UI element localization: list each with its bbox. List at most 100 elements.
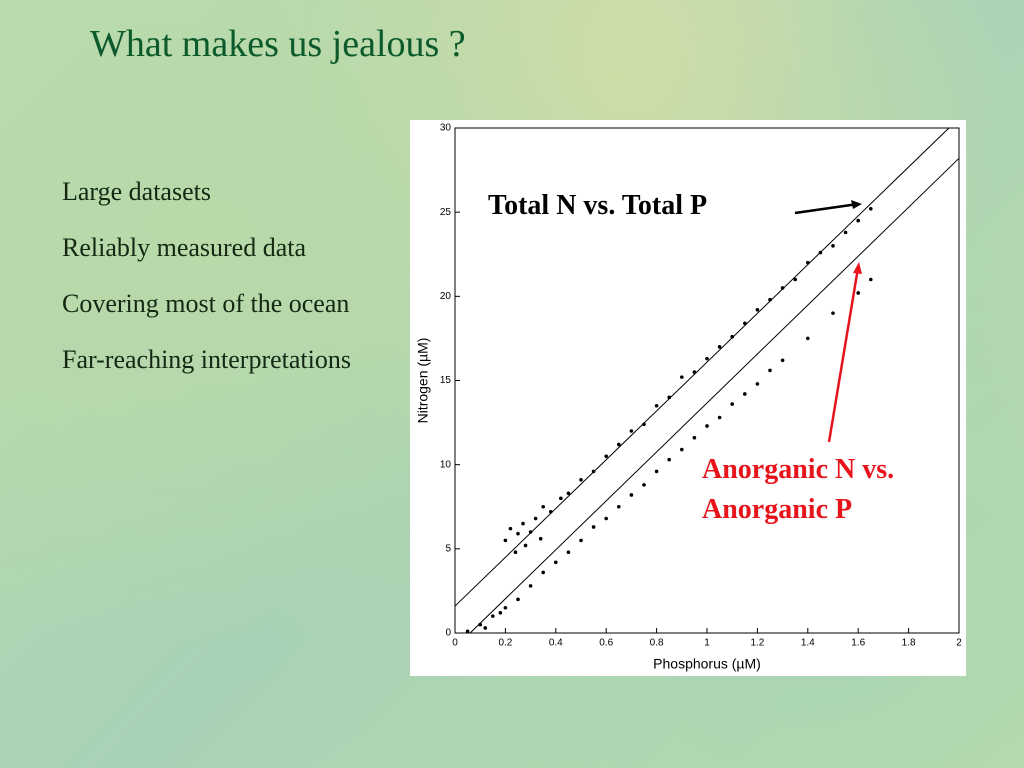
x-tick-label: 0.4 <box>549 638 563 649</box>
data-point <box>591 525 596 529</box>
data-point <box>780 358 785 363</box>
data-point <box>705 424 709 428</box>
data-point <box>717 345 722 349</box>
annotation: Total N vs. Total P <box>488 190 708 221</box>
data-point <box>503 605 508 610</box>
x-tick-label: 2 <box>956 638 962 649</box>
y-axis-label: Nitrogen (µM) <box>415 338 431 424</box>
data-point <box>743 321 747 326</box>
y-tick-label: 20 <box>440 291 452 302</box>
fit-line <box>454 127 950 607</box>
data-point <box>604 516 608 521</box>
y-tick-label: 30 <box>440 123 452 134</box>
x-tick-label: 1.4 <box>801 638 815 649</box>
bullet-list: Large datasets Reliably measured data Cove… <box>62 172 392 396</box>
data-point <box>541 504 545 509</box>
data-point <box>617 442 621 447</box>
data-point <box>566 491 571 496</box>
slide-title: What makes us jealous ? <box>90 23 466 65</box>
data-point <box>503 538 508 543</box>
x-tick-label: 1 <box>704 638 710 649</box>
data-point <box>591 469 596 474</box>
annotation: Anorganic N vs. Anorganic P <box>702 454 895 525</box>
y-tick-label: 0 <box>445 628 451 639</box>
data-point <box>566 550 571 554</box>
data-point <box>528 530 533 534</box>
data-point <box>667 457 671 462</box>
y-tick-label: 15 <box>440 375 452 386</box>
data-point <box>869 277 873 282</box>
data-point <box>705 356 709 361</box>
data-point <box>579 478 583 482</box>
data-point <box>642 483 646 487</box>
data-point <box>806 260 810 265</box>
data-point <box>523 543 528 548</box>
arrow-head <box>851 200 862 209</box>
data-point <box>541 570 545 575</box>
x-tick-label: 0.2 <box>498 638 512 649</box>
data-point <box>559 496 563 501</box>
data-point <box>617 504 621 509</box>
data-point <box>717 415 722 420</box>
data-point <box>629 429 634 433</box>
data-point <box>692 435 697 440</box>
fit-line <box>469 157 960 634</box>
y-tick-label: 10 <box>440 459 452 470</box>
data-point <box>768 368 772 373</box>
data-point <box>478 622 482 627</box>
data-point <box>730 402 734 406</box>
data-point <box>654 403 659 408</box>
data-point <box>604 454 608 459</box>
data-point <box>554 560 558 565</box>
data-point <box>831 311 835 315</box>
data-point <box>629 493 634 497</box>
data-point <box>521 521 525 526</box>
arrow <box>794 202 859 215</box>
data-point <box>513 550 518 554</box>
data-point <box>680 375 684 379</box>
data-point <box>491 614 495 618</box>
data-point <box>538 536 543 541</box>
y-tick-label: 25 <box>440 207 452 218</box>
data-point <box>508 526 513 531</box>
data-point <box>498 611 503 615</box>
bullet: Covering most of the ocean <box>62 289 350 318</box>
x-axis-label: Phosphorus (µM) <box>653 656 761 672</box>
x-tick-label: 0.6 <box>599 638 613 649</box>
data-point <box>692 370 697 374</box>
chart: 0 0.2 0.4 0.6 0.8 1 1.2 1.4 1.6 1.8 2051015202530P… <box>410 120 966 676</box>
data-point <box>755 308 760 312</box>
bullet: Reliably measured data <box>62 233 307 262</box>
y-tick-label: 5 <box>445 543 451 554</box>
chart-background <box>410 120 966 676</box>
data-point <box>843 230 848 235</box>
data-point <box>730 334 734 339</box>
data-point <box>780 286 785 290</box>
data-point <box>793 277 797 282</box>
data-point <box>856 218 860 223</box>
data-point <box>516 597 520 602</box>
x-tick-label: 1.6 <box>851 638 865 649</box>
data-point <box>654 469 659 474</box>
data-point <box>579 538 583 543</box>
data-point <box>856 291 860 295</box>
data-point <box>528 584 533 588</box>
data-point <box>516 531 520 536</box>
data-point <box>642 422 646 427</box>
data-point <box>465 629 470 634</box>
data-point <box>869 207 873 211</box>
data-point <box>533 516 538 521</box>
data-point <box>667 395 671 400</box>
data-point <box>818 250 823 255</box>
x-tick-label: 0.8 <box>650 638 664 649</box>
data-point <box>768 297 772 302</box>
data-point <box>755 382 760 386</box>
data-point <box>680 447 684 452</box>
arrow <box>827 267 860 443</box>
data-point <box>743 392 747 396</box>
bullet: Far-reaching interpretations <box>62 345 351 374</box>
x-tick-label: 0 <box>452 638 458 649</box>
data-point <box>806 336 810 341</box>
x-tick-label: 1.2 <box>750 638 764 649</box>
